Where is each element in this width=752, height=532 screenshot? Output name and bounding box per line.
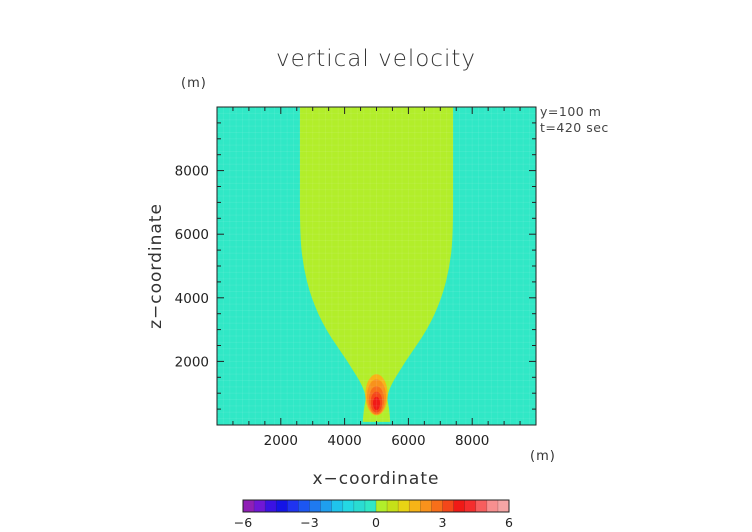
colorbar-swatch — [409, 500, 421, 512]
colorbar-swatch — [243, 500, 255, 512]
axis-ticks: 2000 4000 6000 8000 2000 4000 6000 8000 — [175, 107, 536, 449]
colorbar-swatch — [309, 500, 321, 512]
colorbar-tick-label: 6 — [505, 515, 513, 530]
colorbar-swatch — [276, 500, 288, 512]
colorbar-swatch — [497, 500, 510, 512]
x-tick-label: 2000 — [264, 433, 298, 449]
y-tick-label: 2000 — [175, 354, 209, 370]
colorbar-swatch — [376, 500, 388, 512]
y-axis-unit: (m) — [181, 76, 207, 91]
x-axis-label: x−coordinate — [312, 469, 440, 489]
colorbar-tick-label: −3 — [300, 515, 318, 530]
x-tick-label: 6000 — [391, 433, 425, 449]
colorbar-swatch — [387, 500, 399, 512]
colorbar-swatch — [342, 500, 355, 512]
colorbar-swatch — [486, 500, 499, 512]
x-axis-unit: (m) — [530, 449, 556, 464]
colorbar-swatch — [320, 500, 332, 512]
colorbar-swatch — [298, 500, 310, 512]
colorbar-swatch — [420, 500, 432, 512]
colorbar: −6 −3 0 3 6 — [234, 499, 513, 530]
colorbar-swatch — [398, 500, 410, 512]
x-tick-label: 4000 — [327, 433, 361, 449]
colorbar-swatch — [431, 500, 443, 512]
annotation-y-slice: y=100 m — [540, 104, 602, 119]
y-tick-label: 8000 — [175, 164, 209, 180]
colorbar-swatch — [265, 500, 277, 512]
colorbar-swatch — [254, 500, 266, 512]
colorbar-tick-label: 3 — [439, 515, 447, 530]
colorbar-tick-label: 0 — [372, 515, 380, 530]
contour-region-5 — [372, 396, 381, 411]
colorbar-swatch — [331, 500, 344, 512]
y-tick-label: 4000 — [175, 291, 209, 307]
chart-title: vertical velocity — [276, 46, 476, 72]
annotation-time: t=420 sec — [540, 120, 609, 135]
colorbar-swatch — [364, 500, 377, 512]
plot-area — [217, 107, 536, 425]
y-tick-label: 6000 — [175, 227, 209, 243]
contour-region-0 — [299, 107, 454, 422]
colorbar-swatch — [442, 500, 454, 512]
colorbar-swatch — [453, 500, 465, 512]
colorbar-swatch — [475, 500, 488, 512]
colorbar-tick-label: −6 — [234, 515, 252, 530]
colorbar-swatch — [287, 500, 299, 512]
colorbar-swatch — [353, 500, 366, 512]
colorbar-swatch — [464, 500, 477, 512]
x-tick-label: 8000 — [455, 433, 489, 449]
